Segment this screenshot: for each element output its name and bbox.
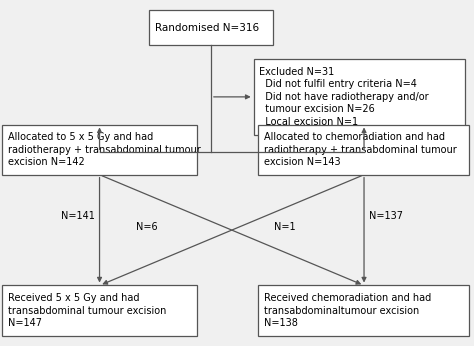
FancyBboxPatch shape — [254, 59, 465, 135]
Text: Randomised N=316: Randomised N=316 — [155, 23, 259, 33]
Text: Allocated to 5 x 5 Gy and had
radiotherapy + transabdominal tumour
excision N=14: Allocated to 5 x 5 Gy and had radiothera… — [8, 132, 201, 167]
Text: N=6: N=6 — [136, 222, 158, 231]
FancyBboxPatch shape — [2, 285, 197, 336]
Text: Received 5 x 5 Gy and had
transabdominal tumour excision
N=147: Received 5 x 5 Gy and had transabdominal… — [8, 293, 166, 328]
Text: N=141: N=141 — [61, 211, 95, 221]
Text: Allocated to chemoradiation and had
radiotherapy + transabdominal tumour
excisio: Allocated to chemoradiation and had radi… — [264, 132, 457, 167]
FancyBboxPatch shape — [149, 10, 273, 45]
Text: N=137: N=137 — [369, 211, 403, 221]
Text: Received chemoradiation and had
transabdominaltumour excision
N=138: Received chemoradiation and had transabd… — [264, 293, 431, 328]
FancyBboxPatch shape — [258, 125, 469, 175]
FancyBboxPatch shape — [2, 125, 197, 175]
Text: Excluded N=31
  Did not fulfil entry criteria N=4
  Did not have radiotherapy an: Excluded N=31 Did not fulfil entry crite… — [259, 67, 429, 127]
FancyBboxPatch shape — [258, 285, 469, 336]
Text: N=1: N=1 — [273, 222, 295, 231]
